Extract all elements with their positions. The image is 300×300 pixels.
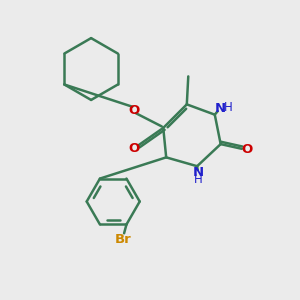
Text: Br: Br — [115, 233, 132, 246]
Text: O: O — [242, 143, 253, 157]
Text: N: N — [193, 166, 204, 179]
Text: H: H — [224, 100, 233, 113]
Text: N: N — [214, 102, 226, 115]
Text: H: H — [194, 173, 203, 186]
Text: O: O — [128, 142, 140, 155]
Text: O: O — [128, 104, 140, 117]
